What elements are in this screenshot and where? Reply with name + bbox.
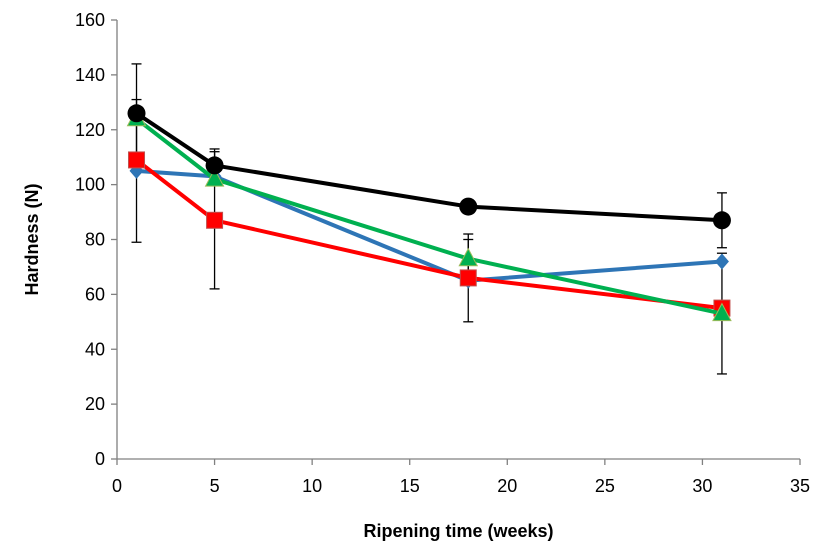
x-tick-label: 30 [692,476,712,496]
y-axis-title: Hardness (N) [22,183,42,295]
y-tick-label: 120 [75,120,105,140]
data-point-diamond [714,253,729,270]
y-tick-label: 0 [95,449,105,469]
y-tick-label: 20 [85,394,105,414]
data-point-triangle [712,302,732,322]
series-square [128,151,731,317]
y-tick-label: 140 [75,65,105,85]
series-line [135,111,723,223]
y-ticks: 0 20 40 60 80 100 120 140 160 [75,10,117,469]
x-tick-label: 5 [210,476,220,496]
y-tick-label: 160 [75,10,105,30]
x-tick-label: 20 [497,476,517,496]
data-point-circle [127,104,146,123]
data-point-triangle [204,168,225,187]
series-circle [127,104,731,230]
x-tick-label: 10 [302,476,322,496]
series-line [136,168,723,283]
x-axis-title: Ripening time (weeks) [363,521,553,541]
series-group [126,104,732,322]
series-line [135,117,723,316]
x-tick-label: 0 [112,476,122,496]
data-point-circle [205,156,224,175]
x-tick-label: 15 [400,476,420,496]
x-tick-label: 25 [595,476,615,496]
data-point-square [128,151,146,169]
y-tick-label: 80 [85,230,105,250]
data-point-circle [459,197,478,216]
data-point-square [206,211,224,229]
y-tick-label: 60 [85,284,105,304]
axes: 0 20 40 60 80 100 120 140 160 0 5 10 15 20 25 30 35 [75,10,810,496]
data-point-triangle [458,247,479,267]
x-ticks: 0 5 10 15 20 25 30 35 [112,459,810,496]
series-line [135,158,723,311]
y-tick-label: 40 [85,339,105,359]
x-tick-label: 35 [790,476,810,496]
data-point-square [459,269,477,287]
data-point-circle [712,211,731,230]
y-tick-label: 100 [75,175,105,195]
